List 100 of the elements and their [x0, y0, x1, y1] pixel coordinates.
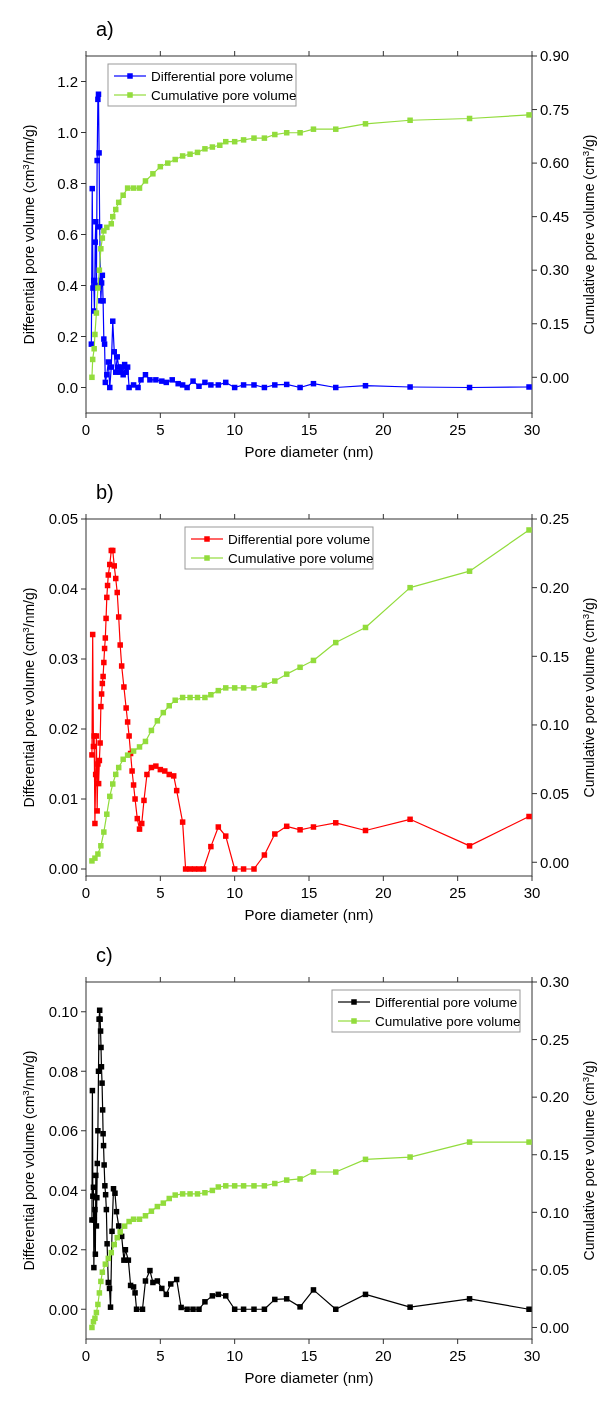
y-tick-label: 0.8: [57, 174, 78, 192]
point: [165, 160, 171, 166]
point: [215, 1184, 222, 1190]
point: [179, 1191, 186, 1197]
point: [407, 1154, 413, 1160]
point: [202, 146, 208, 152]
x-tick-label: 10: [226, 1347, 244, 1364]
point: [187, 694, 193, 701]
point: [240, 685, 247, 691]
legend-label: Differential pore volume: [228, 531, 371, 547]
x-tick-label: 5: [156, 421, 165, 438]
y-tick-label: 0.04: [48, 580, 78, 598]
y2-tick-label: 0.15: [540, 1145, 570, 1163]
y2-tick-label: 0.25: [540, 510, 570, 528]
point: [526, 527, 532, 533]
legend-label: Differential pore volume: [375, 994, 518, 1010]
point: [142, 1213, 149, 1219]
point: [136, 1216, 143, 1222]
point: [251, 135, 257, 141]
x-axis-title: Pore diameter (nm): [244, 906, 374, 923]
point: [98, 843, 104, 849]
point: [110, 213, 116, 220]
point: [130, 185, 137, 191]
y2-tick-label: 0.45: [540, 207, 570, 225]
point: [407, 584, 413, 591]
y-tick-label: 0.00: [48, 1300, 78, 1318]
y-tick-label: 1.2: [57, 72, 78, 90]
point: [96, 267, 103, 273]
point: [114, 1234, 120, 1241]
point: [150, 171, 156, 177]
y2-tick-label: 0.05: [540, 1261, 570, 1279]
chart-title: c): [96, 944, 113, 966]
point: [108, 221, 115, 227]
point: [148, 1208, 155, 1214]
point: [104, 224, 110, 231]
point: [251, 685, 257, 691]
point: [89, 1324, 95, 1331]
y2-tick-label: 0.05: [540, 784, 570, 802]
legend-label: Cumulative pore volume: [375, 1013, 521, 1029]
y2-tick-label: 0.10: [540, 1203, 570, 1221]
y2-tick-label: 0.60: [540, 154, 570, 172]
point: [120, 756, 126, 763]
x-tick-label: 5: [156, 884, 165, 901]
point: [120, 192, 126, 198]
x-tick-label: 30: [523, 421, 541, 438]
y-tick-label: 0.10: [48, 1003, 78, 1020]
x-axis-title: Pore diameter (nm): [244, 443, 374, 460]
x-tick-label: 25: [449, 421, 467, 438]
y2-tick-label: 0.15: [540, 647, 570, 665]
point: [89, 374, 95, 381]
point: [172, 697, 178, 703]
point: [96, 1290, 103, 1296]
point: [261, 1183, 268, 1189]
point: [272, 678, 278, 684]
y-tick-label: 0.6: [57, 225, 78, 243]
y2-tick-label: 0.10: [540, 716, 570, 734]
y2-tick-label: 0.20: [540, 1088, 570, 1106]
point: [142, 178, 149, 184]
point: [95, 1301, 101, 1308]
point: [217, 142, 223, 148]
y2-tick-label: 0.20: [540, 578, 570, 596]
y-tick-label: 0.08: [48, 1062, 78, 1080]
x-tick-label: 25: [449, 884, 467, 901]
y2-tick-label: 0.15: [540, 315, 570, 332]
point: [124, 185, 131, 191]
y-tick-label: 0.02: [48, 720, 78, 738]
x-tick-label: 5: [156, 1347, 165, 1364]
x-tick-label: 25: [449, 1347, 467, 1364]
point: [272, 1180, 278, 1187]
point: [130, 1216, 137, 1222]
point: [160, 1200, 167, 1206]
y-tick-label: 0.01: [48, 790, 78, 808]
point: [154, 718, 161, 724]
y2-tick-label: 0.00: [540, 368, 570, 386]
y2-tick-label: 0.90: [540, 47, 570, 65]
y-tick-label: 0.00: [48, 860, 78, 878]
point: [297, 664, 303, 671]
point: [107, 793, 113, 800]
point: [202, 1189, 208, 1196]
y-tick-label: 1.0: [57, 123, 78, 141]
point: [310, 126, 317, 132]
x-tick-label: 15: [300, 884, 318, 901]
point: [223, 1183, 229, 1189]
point: [187, 151, 193, 157]
point: [110, 781, 116, 787]
x-tick-label: 30: [523, 884, 541, 901]
point: [297, 1176, 303, 1182]
point: [240, 1183, 247, 1189]
point: [261, 682, 268, 688]
point: [466, 1139, 473, 1145]
x-tick-label: 20: [374, 1347, 392, 1364]
point: [231, 1183, 238, 1189]
x-tick-label: 20: [374, 884, 392, 901]
chart-title: a): [96, 18, 114, 40]
point: [283, 671, 290, 677]
point: [92, 1315, 98, 1322]
y2-tick-label: 0.30: [540, 973, 570, 991]
x-tick-label: 10: [226, 884, 244, 901]
y-tick-label: 0.4: [57, 276, 78, 294]
y-tick-label: 0.04: [48, 1181, 78, 1199]
